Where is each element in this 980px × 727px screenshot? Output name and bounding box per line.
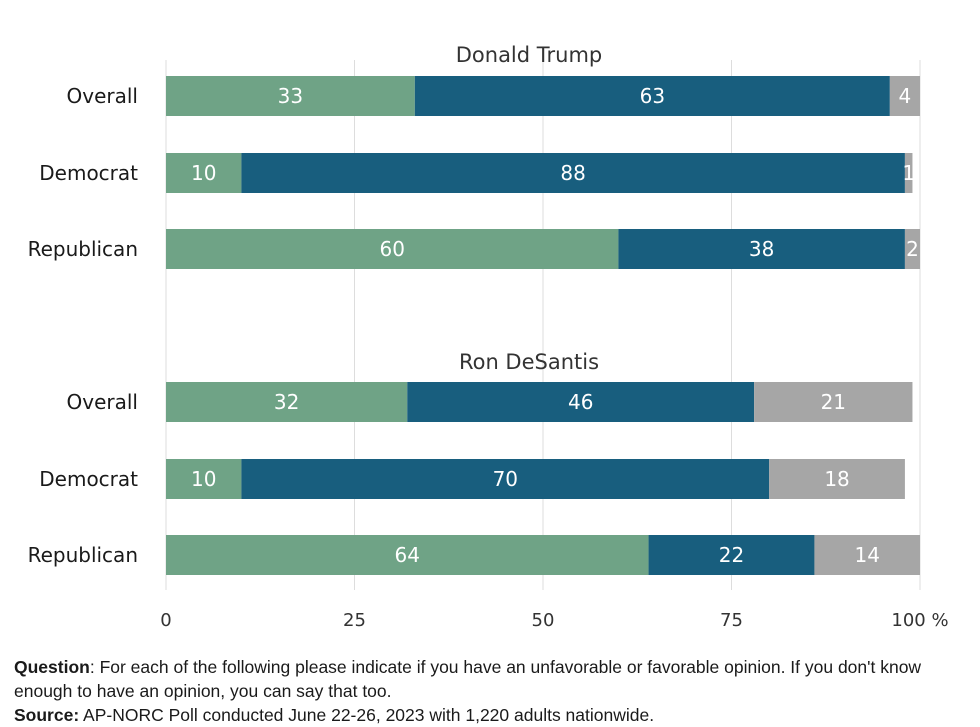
bar-segment [904, 229, 920, 269]
bar-segment [241, 459, 770, 499]
bar-segment [904, 153, 913, 193]
bar-segment [166, 535, 649, 575]
x-tick-label: 50 [532, 610, 555, 631]
category-label: Overall [67, 390, 138, 414]
data-label: 22 [719, 543, 744, 567]
data-label: 10 [191, 467, 216, 491]
bar-segment [618, 229, 905, 269]
source-note: Source: AP-NORC Poll conducted June 22-2… [14, 703, 964, 727]
question-text: : For each of the following please indic… [14, 657, 922, 701]
data-label: 64 [395, 543, 420, 567]
data-label: 32 [274, 390, 299, 414]
source-label: Source: [14, 705, 80, 725]
data-label: 38 [749, 237, 774, 261]
x-tick-label: 25 [343, 610, 366, 631]
bar-segment [166, 459, 242, 499]
chart-footer: Question: For each of the following plea… [14, 655, 964, 727]
question-note: Question: For each of the following plea… [14, 655, 964, 703]
stacked-bar-chart: 0 25 50 75 100 % Donald Trump Overall 33 63 4 Demo… [28, 43, 949, 631]
bar-segment [241, 153, 905, 193]
bar-segment [769, 459, 905, 499]
data-label: 18 [824, 467, 849, 491]
bar-segment [166, 229, 619, 269]
category-label: Democrat [39, 161, 138, 185]
bar-segment [889, 76, 920, 116]
category-label: Republican [28, 543, 138, 567]
x-tick-label: 75 [720, 610, 743, 631]
source-text: AP-NORC Poll conducted June 22-26, 2023 … [79, 705, 655, 725]
data-label: 1 [902, 161, 915, 185]
bar-segment [166, 382, 408, 422]
data-label: 14 [854, 543, 879, 567]
data-label: 60 [379, 237, 404, 261]
bar-segment [166, 76, 415, 116]
bar-segment [166, 153, 242, 193]
data-label: 70 [493, 467, 518, 491]
bar-segment [814, 535, 920, 575]
group-title: Ron DeSantis [459, 350, 599, 374]
bar-segment [414, 76, 890, 116]
data-label: 4 [899, 84, 912, 108]
category-label: Republican [28, 237, 138, 261]
data-label: 10 [191, 161, 216, 185]
data-label: 46 [568, 390, 593, 414]
data-label: 63 [640, 84, 665, 108]
group-title: Donald Trump [456, 43, 603, 67]
data-label: 33 [278, 84, 303, 108]
bar-segment [754, 382, 913, 422]
bar-segment [648, 535, 815, 575]
data-label: 2 [906, 237, 919, 261]
x-tick-label: 100 % [891, 610, 948, 631]
category-label: Overall [67, 84, 138, 108]
x-tick-label: 0 [160, 610, 171, 631]
question-label: Question [14, 657, 90, 677]
category-label: Democrat [39, 467, 138, 491]
bar-segment [407, 382, 755, 422]
data-label: 88 [560, 161, 585, 185]
data-label: 21 [821, 390, 846, 414]
